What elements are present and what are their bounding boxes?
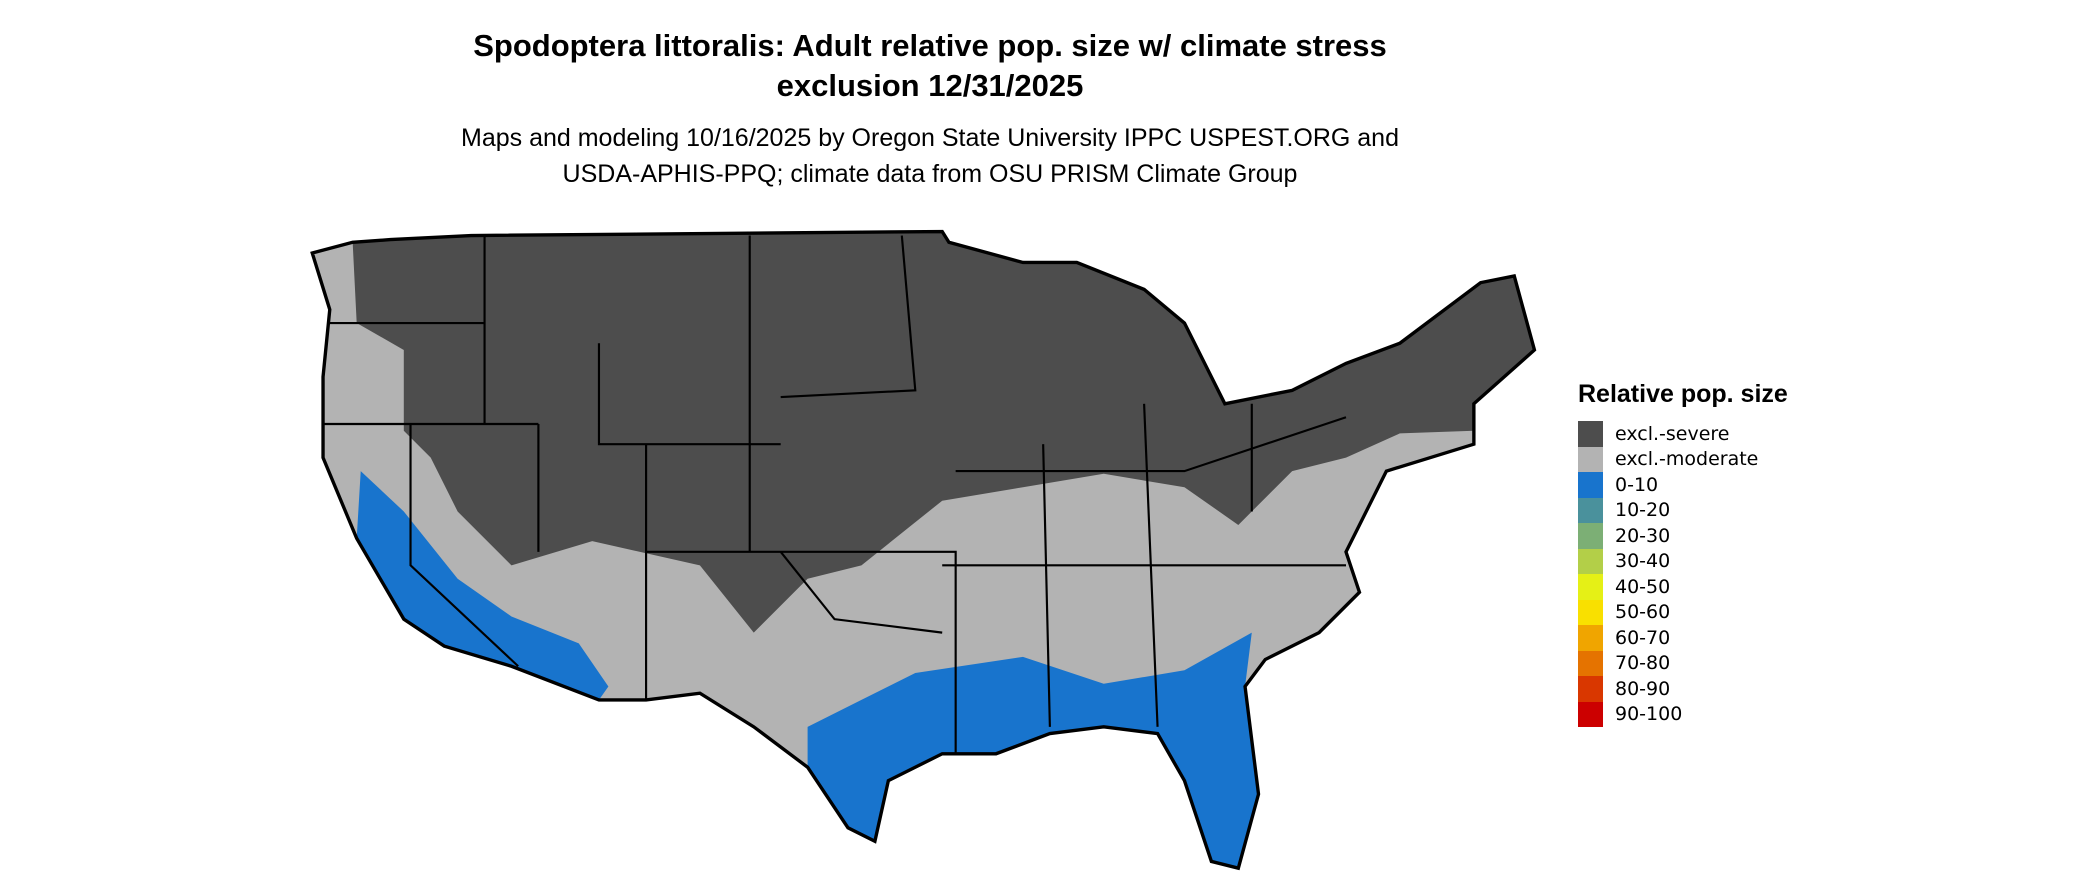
legend-swatch [1578, 497, 1603, 523]
legend-item: 90-100 [1578, 701, 1788, 727]
legend-label: 30-40 [1615, 550, 1671, 573]
map-low-pop-region-southwest [356, 471, 609, 700]
legend-swatch [1578, 548, 1603, 574]
legend-label: 70-80 [1615, 652, 1671, 675]
legend-label: excl.-severe [1615, 422, 1730, 445]
map-title-line2: exclusion 12/31/2025 [776, 68, 1084, 103]
legend-items: excl.-severe excl.-moderate 0-10 10-20 20-30… [1578, 421, 1788, 727]
legend-label: 0-10 [1615, 473, 1659, 496]
map-severe-region [352, 231, 1535, 633]
legend-swatch [1578, 701, 1603, 727]
legend-item: 10-20 [1578, 497, 1788, 523]
legend-item: 50-60 [1578, 599, 1788, 625]
legend-item: 0-10 [1578, 472, 1788, 498]
legend-item: 30-40 [1578, 548, 1788, 574]
legend-swatch [1578, 625, 1603, 651]
map-title-line1: Spodoptera littoralis: Adult relative po… [473, 28, 1387, 63]
legend-label: 80-90 [1615, 677, 1671, 700]
map-subtitle-line2: USDA-APHIS-PPQ; climate data from OSU PR… [562, 160, 1298, 188]
legend-swatch [1578, 472, 1603, 498]
legend-item: 40-50 [1578, 574, 1788, 600]
legend-item: 60-70 [1578, 625, 1788, 651]
legend-swatch [1578, 599, 1603, 625]
legend-label: 50-60 [1615, 601, 1671, 624]
legend-swatch [1578, 574, 1603, 600]
map-subtitle-line1: Maps and modeling 10/16/2025 by Oregon S… [461, 124, 1399, 152]
legend-item: excl.-moderate [1578, 446, 1788, 472]
legend-title: Relative pop. size [1578, 380, 1788, 408]
map-low-pop-region-gulf [807, 632, 1259, 869]
legend-swatch [1578, 446, 1603, 472]
legend-swatch [1578, 523, 1603, 549]
state-borders [323, 235, 1347, 754]
legend: Relative pop. size excl.-severe excl.-mod… [1578, 380, 1788, 727]
us-outline [310, 229, 1537, 871]
legend-swatch [1578, 421, 1603, 447]
legend-label: 20-30 [1615, 524, 1671, 547]
legend-swatch [1578, 650, 1603, 676]
legend-label: 90-100 [1615, 703, 1683, 726]
legend-swatch [1578, 676, 1603, 702]
legend-item: 70-80 [1578, 650, 1788, 676]
legend-label: 10-20 [1615, 499, 1671, 522]
legend-item: excl.-severe [1578, 421, 1788, 447]
legend-item: 20-30 [1578, 523, 1788, 549]
legend-label: 60-70 [1615, 626, 1671, 649]
legend-label: excl.-moderate [1615, 448, 1759, 471]
legend-item: 80-90 [1578, 676, 1788, 702]
legend-label: 40-50 [1615, 575, 1671, 598]
